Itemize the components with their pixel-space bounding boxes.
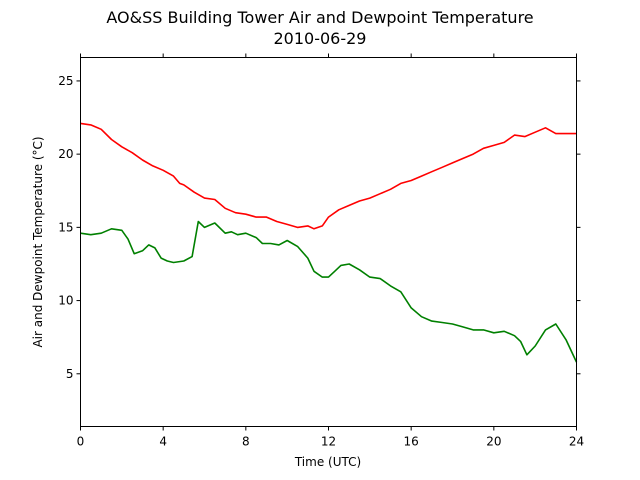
plot-lines (80, 122, 578, 363)
x-tick-label: 4 (159, 435, 167, 449)
chart-subtitle: 2010-06-29 (273, 29, 367, 48)
x-tick-label: 20 (486, 435, 501, 449)
series-line-2 (80, 220, 578, 363)
y-tick-label: 15 (58, 220, 73, 234)
chart-title: AO&SS Building Tower Air and Dewpoint Te… (106, 8, 534, 27)
y-axis-label: Air and Dewpoint Temperature (°C) (31, 136, 45, 347)
y-tick-label: 10 (58, 294, 73, 308)
plot-frame (80, 57, 577, 427)
x-tick-label: 0 (77, 435, 85, 449)
y-tick-label: 5 (66, 367, 74, 381)
x-tick-label: 16 (404, 435, 419, 449)
series-line-1 (80, 122, 577, 230)
x-tick-label: 8 (242, 435, 250, 449)
x-tick-label: 24 (569, 435, 584, 449)
y-tick-label: 20 (58, 147, 73, 161)
y-tick-label: 25 (58, 74, 73, 88)
x-tick-label: 12 (321, 435, 336, 449)
axis-ticks: 0 4 8 12 16 20 24 5 10 15 20 25 (58, 53, 584, 449)
x-axis-label: Time (UTC) (294, 455, 361, 469)
